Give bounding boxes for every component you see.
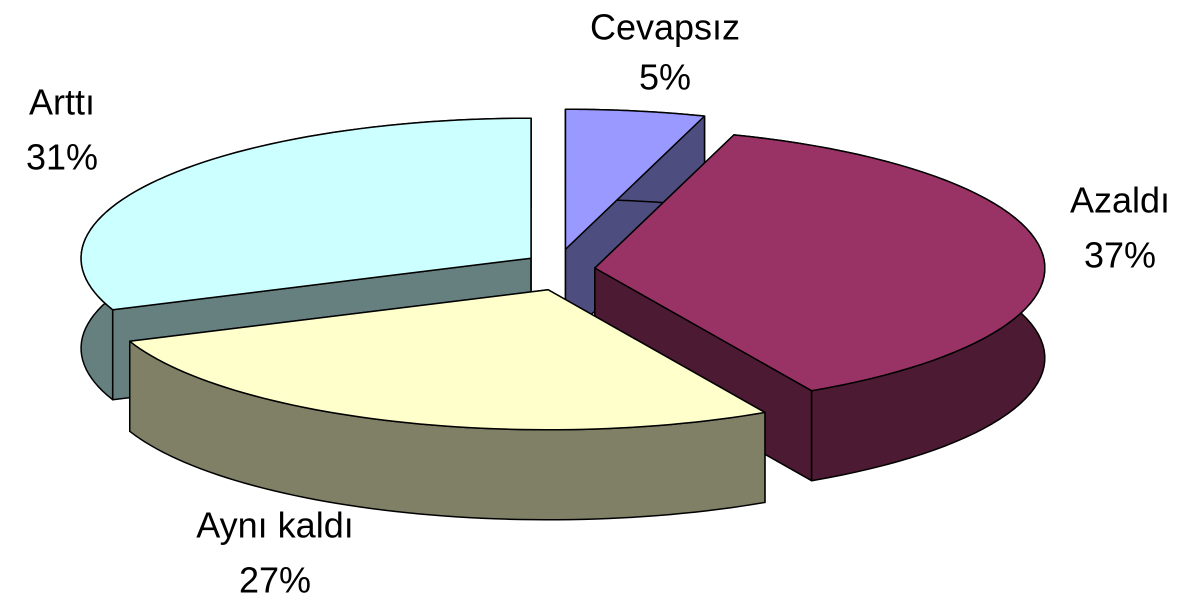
slice-value-label: 5% bbox=[639, 57, 691, 98]
slice-top bbox=[128, 289, 766, 431]
slice-label: Arttı bbox=[29, 82, 95, 123]
slice-label: Azaldı bbox=[1070, 180, 1170, 221]
slice-value-label: 27% bbox=[239, 560, 311, 601]
slice-value-label: 37% bbox=[1084, 235, 1156, 276]
slice-label: Cevapsız bbox=[590, 7, 740, 48]
slice-top bbox=[594, 134, 1046, 392]
slice-top bbox=[564, 108, 706, 251]
slice-value-label: 31% bbox=[26, 137, 98, 178]
slice-top bbox=[80, 117, 532, 311]
pie-slice bbox=[128, 289, 766, 521]
slice-label: Aynı kaldı bbox=[196, 505, 353, 546]
